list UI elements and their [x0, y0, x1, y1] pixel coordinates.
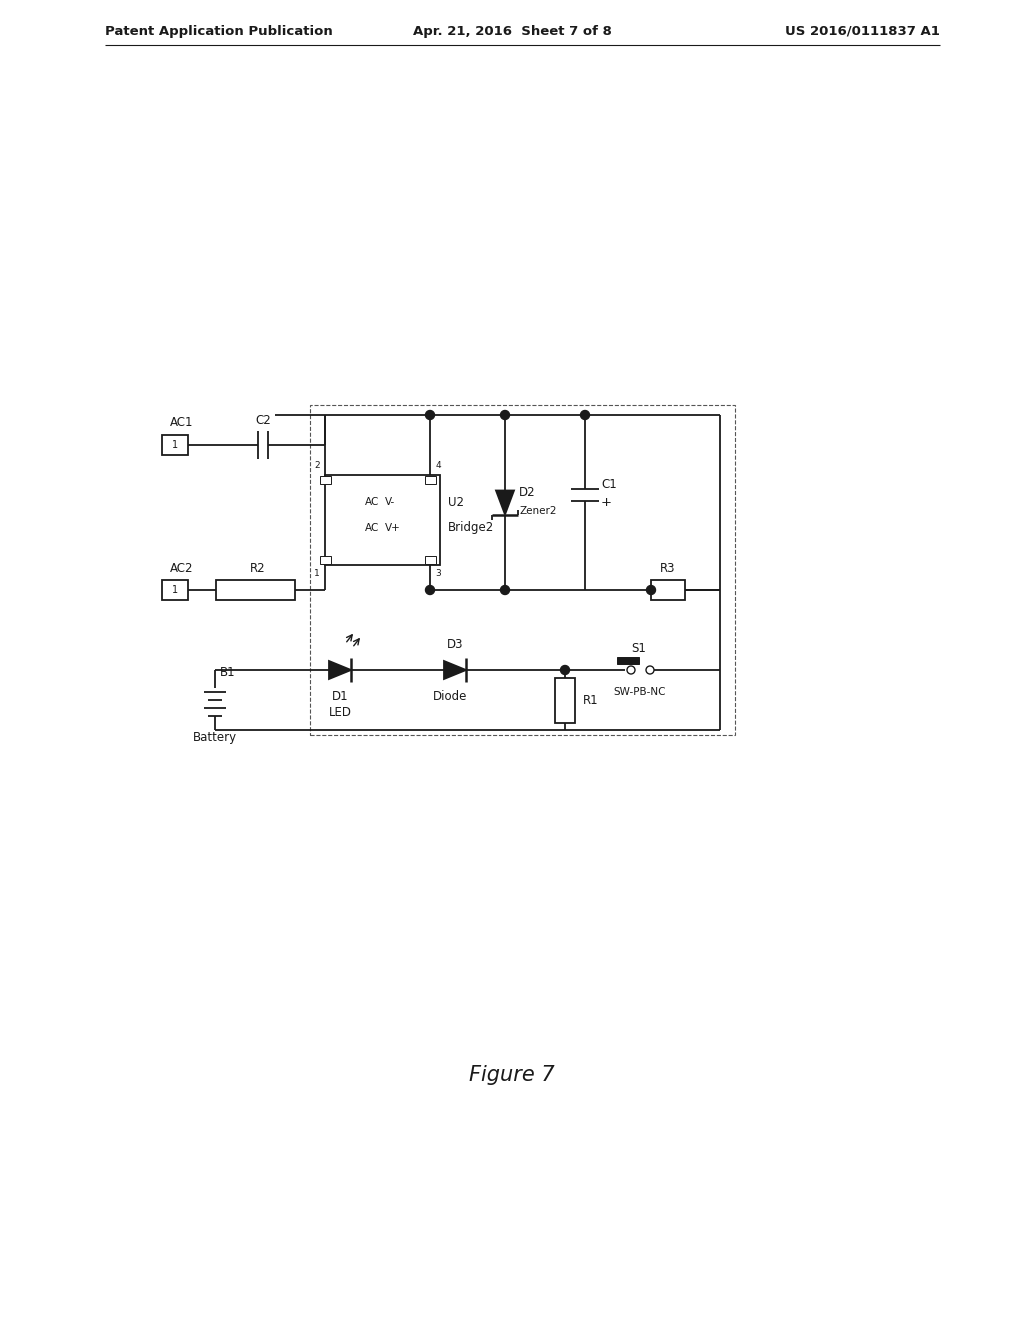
Bar: [319, 556, 331, 564]
Bar: [555, 677, 575, 722]
Text: Bridge2: Bridge2: [449, 521, 495, 535]
Text: AC: AC: [365, 498, 379, 507]
Text: Patent Application Publication: Patent Application Publication: [105, 25, 333, 38]
Circle shape: [646, 667, 654, 675]
Text: SW-PB-NC: SW-PB-NC: [613, 686, 667, 697]
Text: C1: C1: [601, 478, 616, 491]
Text: C2: C2: [255, 413, 271, 426]
Bar: [319, 477, 331, 484]
Bar: [425, 477, 435, 484]
Text: B1: B1: [220, 665, 236, 678]
Text: LED: LED: [329, 705, 351, 718]
Text: U2: U2: [449, 495, 464, 508]
Circle shape: [501, 586, 510, 594]
Text: D3: D3: [446, 639, 463, 652]
Text: V+: V+: [384, 523, 400, 533]
Text: Battery: Battery: [193, 731, 238, 744]
Circle shape: [627, 667, 635, 675]
Polygon shape: [329, 661, 351, 678]
Bar: [651, 579, 685, 601]
Text: US 2016/0111837 A1: US 2016/0111837 A1: [785, 25, 940, 38]
Text: R1: R1: [583, 693, 599, 706]
Bar: [215, 579, 295, 601]
Text: D2: D2: [519, 486, 536, 499]
Circle shape: [426, 586, 434, 594]
Circle shape: [560, 665, 569, 675]
Text: R2: R2: [250, 561, 265, 574]
Text: 3: 3: [435, 569, 441, 578]
Text: 1: 1: [172, 585, 178, 595]
Text: R3: R3: [660, 561, 676, 574]
Text: AC1: AC1: [170, 417, 194, 429]
Bar: [617, 657, 639, 664]
Bar: [325, 475, 440, 565]
Bar: [425, 556, 435, 564]
Text: 4: 4: [435, 462, 440, 470]
Text: 1: 1: [314, 569, 319, 578]
Text: 2: 2: [314, 462, 319, 470]
Text: AC: AC: [365, 523, 379, 533]
Circle shape: [646, 586, 655, 594]
Circle shape: [426, 411, 434, 420]
Bar: [162, 579, 188, 601]
Text: Diode: Diode: [433, 689, 467, 702]
Text: Apr. 21, 2016  Sheet 7 of 8: Apr. 21, 2016 Sheet 7 of 8: [413, 25, 611, 38]
Polygon shape: [496, 491, 514, 515]
Text: 1: 1: [172, 440, 178, 450]
Polygon shape: [444, 661, 466, 678]
Bar: [162, 436, 188, 455]
Text: V-: V-: [384, 498, 394, 507]
Text: Zener2: Zener2: [519, 506, 556, 516]
Circle shape: [581, 411, 590, 420]
Circle shape: [501, 411, 510, 420]
Text: S1: S1: [631, 642, 646, 655]
Bar: [310, 405, 735, 735]
Text: Figure 7: Figure 7: [469, 1065, 555, 1085]
Text: AC2: AC2: [170, 561, 194, 574]
Text: +: +: [601, 496, 612, 510]
Text: D1: D1: [332, 689, 348, 702]
